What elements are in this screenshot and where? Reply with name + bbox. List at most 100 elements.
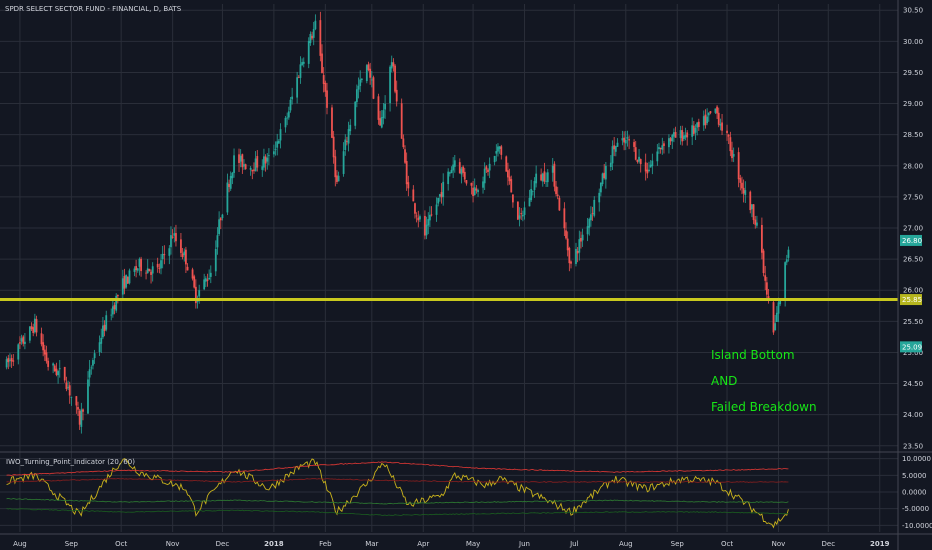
candle-body <box>717 112 720 125</box>
candle-body <box>63 366 66 381</box>
candle-body <box>697 121 700 127</box>
candle <box>400 98 403 139</box>
candle <box>103 320 106 337</box>
candle-body <box>226 182 229 213</box>
candle-body <box>530 188 533 201</box>
candle <box>20 334 23 345</box>
candle <box>787 246 790 262</box>
candle <box>30 322 33 331</box>
candle-body <box>604 165 607 180</box>
candle-body <box>407 182 410 189</box>
price-badge-label: 25.09 <box>902 343 922 351</box>
candle-body <box>447 171 450 185</box>
candle-body <box>19 342 21 344</box>
candle <box>92 357 94 370</box>
candle-body <box>395 89 398 102</box>
price-badge-label: 25.85 <box>902 296 922 304</box>
candle-body <box>175 233 177 242</box>
candle <box>346 136 348 146</box>
candle-body <box>181 253 184 258</box>
price-candles <box>5 11 790 434</box>
y-tick-label: 29.50 <box>903 69 923 77</box>
x-tick-label: 2019 <box>870 540 890 548</box>
candle <box>599 182 602 197</box>
y-tick-label: 29.00 <box>903 100 923 108</box>
candle <box>706 108 709 126</box>
candle-body <box>744 190 747 195</box>
candle <box>82 408 84 421</box>
candle-body <box>221 214 224 219</box>
candle <box>42 334 45 357</box>
candle-body <box>98 342 101 353</box>
candle <box>394 64 396 94</box>
candle-body <box>336 175 338 182</box>
candle <box>671 133 674 149</box>
candle-body <box>354 101 357 126</box>
candle <box>624 130 627 150</box>
candle-body <box>55 368 58 375</box>
y-tick-label: 30.50 <box>903 7 923 15</box>
candle-body <box>349 124 352 132</box>
candle <box>309 31 312 46</box>
candle <box>307 37 310 69</box>
candle-body <box>772 302 775 333</box>
candle <box>384 95 386 119</box>
candle <box>302 57 305 68</box>
candle-body <box>427 219 430 226</box>
candle-body <box>694 127 697 133</box>
candle <box>193 274 196 289</box>
candle-body <box>727 134 730 137</box>
candle-body <box>634 147 637 160</box>
candle-body <box>452 164 455 171</box>
candle-body <box>458 162 461 174</box>
price-badge-label: 26.80 <box>902 237 922 245</box>
candle <box>412 185 415 202</box>
candle <box>228 179 230 193</box>
candle-body <box>161 253 164 260</box>
candle <box>580 231 582 249</box>
candle <box>462 165 465 177</box>
candle-body <box>100 337 103 344</box>
candle-body <box>324 82 327 92</box>
candle-body <box>296 77 299 98</box>
candle-body <box>7 357 10 363</box>
candle <box>681 125 684 146</box>
candle-body <box>263 156 265 168</box>
candle-body <box>115 295 118 311</box>
candle-body <box>774 323 777 331</box>
indicator-y-tick-label: 10.0000 <box>902 455 931 463</box>
candle-body <box>193 276 196 288</box>
candle-body <box>512 194 514 203</box>
x-tick-label: Aug <box>619 540 633 548</box>
candle-body <box>405 161 408 185</box>
candle <box>682 131 685 142</box>
candle-body <box>268 155 270 157</box>
candle <box>324 80 327 97</box>
candle-body <box>321 53 323 74</box>
candle <box>721 113 723 135</box>
candle-body <box>392 62 395 67</box>
candle-body <box>319 20 322 56</box>
candle <box>274 141 277 156</box>
candle <box>586 217 589 242</box>
candle <box>63 366 66 383</box>
candle <box>17 343 20 365</box>
candle <box>774 314 777 331</box>
candle <box>286 112 289 126</box>
candle <box>576 247 579 263</box>
candle <box>429 206 431 227</box>
candle <box>751 204 753 218</box>
candle <box>146 259 149 274</box>
candle-body <box>261 166 264 170</box>
candle <box>276 133 279 156</box>
candle-body <box>531 190 534 192</box>
candle-body <box>92 360 94 366</box>
candle <box>460 166 463 184</box>
candle <box>616 138 619 147</box>
candle <box>284 115 287 133</box>
candle-body <box>126 276 129 284</box>
candle-body <box>437 197 440 204</box>
annotation-failed-breakdown: Failed Breakdown <box>711 400 817 414</box>
